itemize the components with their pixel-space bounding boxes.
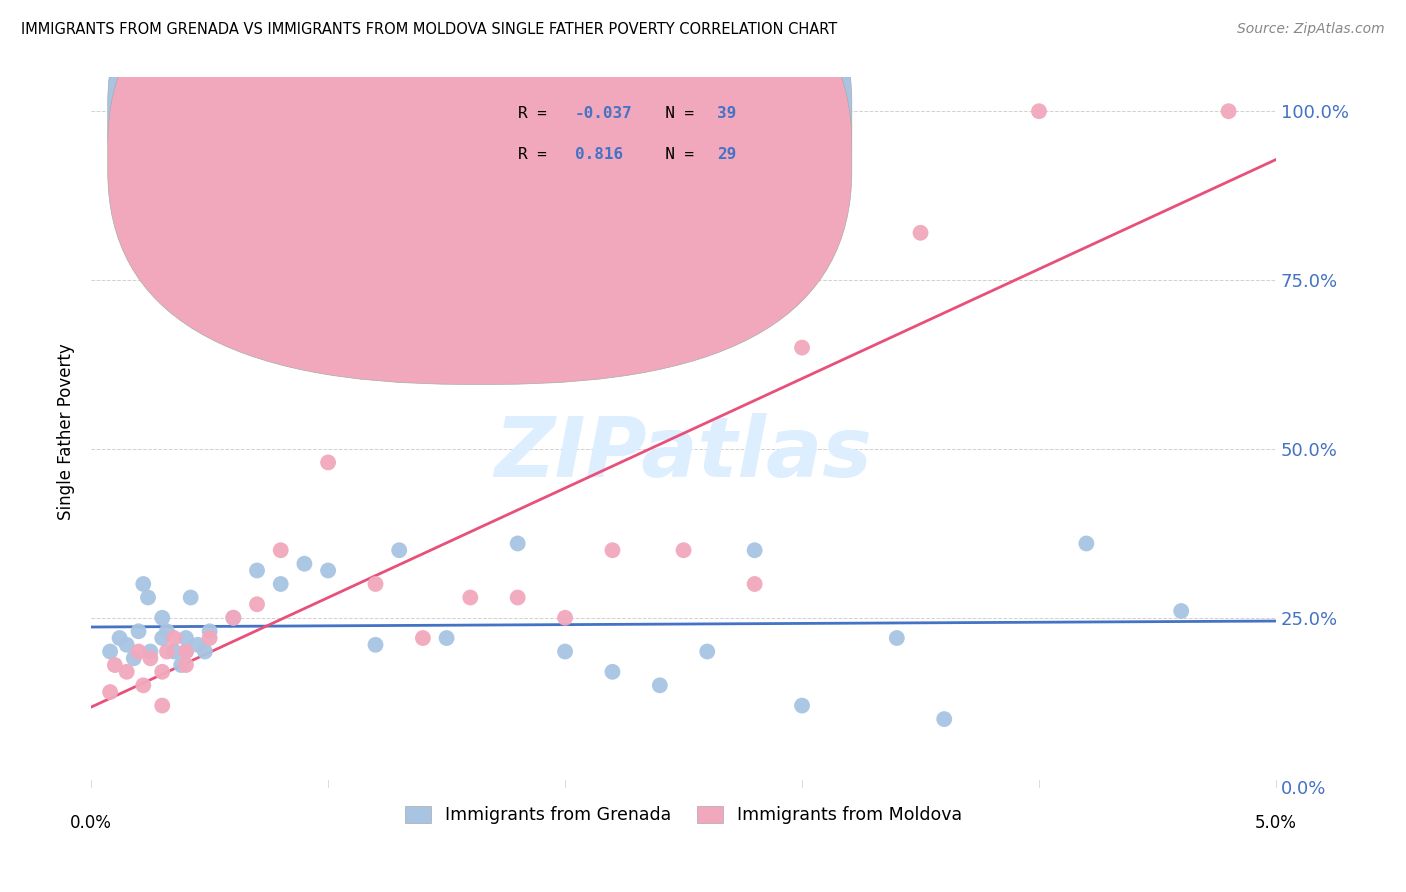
Point bbox=[115, 638, 138, 652]
Point bbox=[174, 631, 197, 645]
Point bbox=[316, 455, 339, 469]
Point bbox=[139, 651, 162, 665]
Point bbox=[150, 631, 173, 645]
Point bbox=[187, 638, 209, 652]
Text: N =: N = bbox=[645, 147, 703, 161]
Text: 0.0%: 0.0% bbox=[70, 814, 112, 832]
Point bbox=[1170, 604, 1192, 618]
Point bbox=[108, 631, 131, 645]
Point bbox=[910, 226, 932, 240]
Point bbox=[1218, 104, 1240, 119]
Point bbox=[128, 644, 150, 658]
Point bbox=[886, 631, 908, 645]
Point bbox=[150, 698, 173, 713]
Point bbox=[790, 698, 813, 713]
FancyBboxPatch shape bbox=[108, 0, 852, 384]
Point bbox=[790, 341, 813, 355]
Point bbox=[132, 678, 155, 692]
Point bbox=[648, 678, 671, 692]
Text: 39: 39 bbox=[717, 106, 735, 121]
Point bbox=[364, 638, 387, 652]
Point bbox=[122, 651, 145, 665]
Point bbox=[436, 631, 458, 645]
Point bbox=[98, 644, 121, 658]
Point bbox=[174, 644, 197, 658]
Point bbox=[672, 543, 695, 558]
Point bbox=[98, 685, 121, 699]
Point bbox=[180, 591, 202, 605]
Point bbox=[170, 658, 193, 673]
Text: N =: N = bbox=[645, 106, 703, 121]
Point bbox=[198, 631, 221, 645]
Text: ZIPatlas: ZIPatlas bbox=[495, 413, 873, 494]
Point bbox=[270, 543, 292, 558]
Point bbox=[156, 624, 179, 639]
Point bbox=[163, 631, 186, 645]
Legend: Immigrants from Grenada, Immigrants from Moldova: Immigrants from Grenada, Immigrants from… bbox=[398, 799, 969, 831]
Point bbox=[246, 597, 269, 611]
Point bbox=[364, 577, 387, 591]
Point bbox=[506, 591, 529, 605]
Point bbox=[744, 577, 766, 591]
Point bbox=[602, 665, 624, 679]
Point bbox=[104, 658, 127, 673]
Point bbox=[115, 665, 138, 679]
Text: 29: 29 bbox=[717, 147, 735, 161]
Text: R =: R = bbox=[517, 147, 557, 161]
Point bbox=[222, 611, 245, 625]
Point bbox=[132, 577, 155, 591]
Point bbox=[246, 564, 269, 578]
Point bbox=[602, 543, 624, 558]
Text: 5.0%: 5.0% bbox=[1256, 814, 1296, 832]
Point bbox=[554, 644, 576, 658]
Text: IMMIGRANTS FROM GRENADA VS IMMIGRANTS FROM MOLDOVA SINGLE FATHER POVERTY CORRELA: IMMIGRANTS FROM GRENADA VS IMMIGRANTS FR… bbox=[21, 22, 838, 37]
Point bbox=[696, 644, 718, 658]
Point bbox=[198, 624, 221, 639]
Point bbox=[222, 611, 245, 625]
Text: R =: R = bbox=[517, 106, 557, 121]
Point bbox=[412, 631, 434, 645]
Point bbox=[506, 536, 529, 550]
Point bbox=[163, 644, 186, 658]
Point bbox=[316, 564, 339, 578]
Point bbox=[388, 543, 411, 558]
Text: 0.816: 0.816 bbox=[575, 147, 623, 161]
Point bbox=[174, 658, 197, 673]
Point bbox=[194, 644, 217, 658]
Point bbox=[270, 577, 292, 591]
Point bbox=[1028, 104, 1050, 119]
Point bbox=[156, 644, 179, 658]
FancyBboxPatch shape bbox=[440, 90, 801, 184]
Point bbox=[139, 644, 162, 658]
Point bbox=[458, 591, 481, 605]
Point bbox=[294, 557, 316, 571]
Point bbox=[554, 611, 576, 625]
Point bbox=[128, 624, 150, 639]
Point bbox=[150, 665, 173, 679]
Y-axis label: Single Father Poverty: Single Father Poverty bbox=[58, 343, 75, 520]
Point bbox=[174, 644, 197, 658]
Point bbox=[934, 712, 956, 726]
Point bbox=[150, 611, 173, 625]
Point bbox=[1076, 536, 1098, 550]
Text: Source: ZipAtlas.com: Source: ZipAtlas.com bbox=[1237, 22, 1385, 37]
Text: -0.037: -0.037 bbox=[575, 106, 633, 121]
Point bbox=[744, 543, 766, 558]
FancyBboxPatch shape bbox=[108, 0, 852, 343]
Point bbox=[136, 591, 159, 605]
